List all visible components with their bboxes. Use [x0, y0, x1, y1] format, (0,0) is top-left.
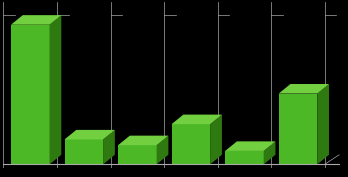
Polygon shape: [118, 136, 168, 145]
Polygon shape: [210, 115, 222, 164]
Polygon shape: [157, 136, 168, 164]
Polygon shape: [64, 130, 115, 139]
Polygon shape: [11, 15, 61, 25]
Polygon shape: [225, 151, 264, 164]
Polygon shape: [172, 124, 210, 164]
Polygon shape: [64, 139, 103, 164]
Polygon shape: [225, 141, 276, 151]
Polygon shape: [11, 25, 49, 164]
Polygon shape: [279, 84, 329, 94]
Polygon shape: [118, 145, 157, 164]
Polygon shape: [279, 94, 317, 164]
Polygon shape: [264, 141, 276, 164]
Polygon shape: [172, 115, 222, 124]
Polygon shape: [317, 84, 329, 164]
Polygon shape: [49, 15, 61, 164]
Polygon shape: [103, 130, 115, 164]
